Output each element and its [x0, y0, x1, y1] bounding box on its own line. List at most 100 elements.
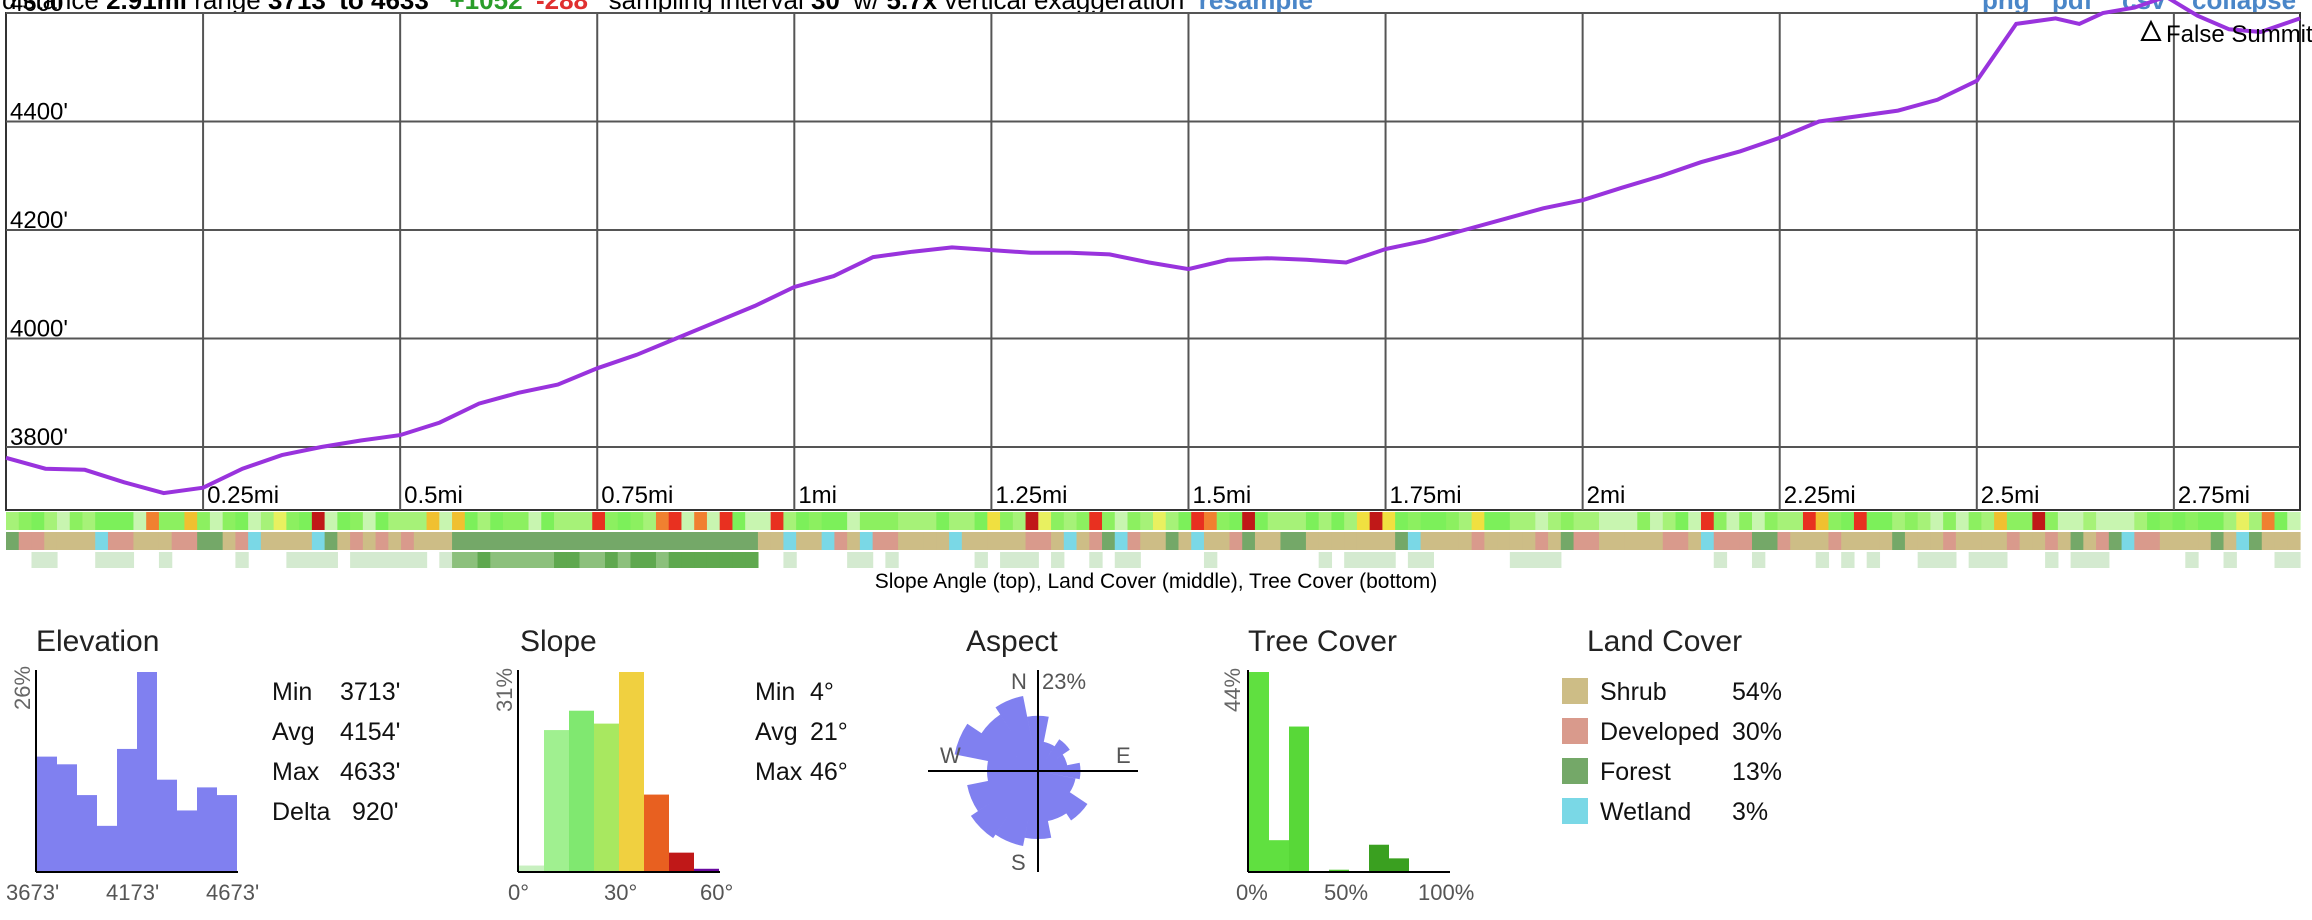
treecover-strip-cell [1012, 552, 1027, 568]
treecover-strip-cell [2274, 552, 2288, 568]
y-tick-label: 3800' [10, 424, 68, 451]
slope-strip-cell [1484, 512, 1498, 530]
slope-strip-cell [107, 512, 122, 530]
landcover-strip-cell [1420, 532, 1434, 550]
slope-strip-cell [1254, 512, 1269, 530]
slope-strip-cell [413, 512, 428, 530]
landcover-strip-cell [617, 532, 632, 550]
landcover-strip-cell [1764, 532, 1779, 550]
landcover-strip-cell [197, 532, 211, 550]
landcover-strip-cell [872, 532, 886, 550]
landcover-strip-cell [719, 532, 734, 550]
slope-strip-cell [961, 512, 976, 530]
slope-strip-cell [1828, 512, 1842, 530]
treecover-strip-cell [1089, 552, 1103, 568]
landcover-strip-cell [668, 532, 683, 550]
triangle-icon [2140, 19, 2162, 41]
slope-strip-cell [834, 512, 848, 530]
landcover-strip-cell [579, 532, 593, 550]
landcover-strip-cell [107, 532, 122, 550]
treecover-strip-cell [31, 552, 45, 568]
slope-strip-cell [1981, 512, 1995, 530]
treecover-strip-cell [1930, 552, 1944, 568]
histogram-bar [619, 672, 644, 872]
landcover-strip-cell [1904, 532, 1919, 550]
profile-strips [6, 512, 2301, 568]
strip-caption: Slope Angle (top), Land Cover (middle), … [874, 570, 1438, 593]
treecover-strip-cell [95, 552, 109, 568]
landcover-strip-cell [1484, 532, 1498, 550]
landcover-strip-cell [1930, 532, 1944, 550]
landcover-strip-cell [821, 532, 835, 550]
landcover-strip-cell [2032, 532, 2046, 550]
treecover-strip-cell [681, 552, 695, 568]
pdf-link[interactable]: pdf [2052, 0, 2092, 12]
y-tick-label: 4000' [10, 316, 68, 343]
slope-strip-cell [770, 512, 785, 530]
slope-strip-cell [2019, 512, 2033, 530]
treecover-strip-cell [1382, 552, 1396, 568]
slope-strip-cell [1305, 512, 1320, 530]
elevation-profile-chart[interactable]: 4600' 4400' 4200' 4000' 3800' 0.25mi 0.5mi 0.7… [0, 0, 2312, 600]
histogram-bar [594, 723, 619, 872]
treecover-strip-cell [2070, 552, 2084, 568]
sampling-label: sampling interval [609, 0, 804, 12]
slope-strip-cell [2159, 512, 2174, 530]
landcover-strip-cell [1535, 532, 1549, 550]
histogram-bar [694, 868, 719, 872]
shrub-label: Shrub [1600, 678, 1667, 706]
treecover-strip-cell [617, 552, 632, 568]
treecover-strip-cell [783, 552, 797, 568]
treecover-strip-cell [477, 552, 491, 568]
slope-strip-cell [1267, 512, 1282, 530]
slope-min-label: Min [755, 678, 796, 706]
landcover-strip-cell [923, 532, 937, 550]
shrub-pct: 54% [1732, 678, 1783, 706]
slope-strip-cell [923, 512, 937, 530]
landcover-strip-cell [1446, 532, 1460, 550]
slope-strip-cell [668, 512, 683, 530]
landcover-strip-cell [44, 532, 58, 550]
treecover-strip-cell [885, 552, 899, 568]
x-tick-label: 0.25mi [207, 482, 279, 509]
collapse-link[interactable]: collapse [2192, 0, 2296, 12]
treecover-strip-cell [1866, 552, 1881, 568]
slope-strip-cell [1853, 512, 1868, 530]
treecover-strip-cell [375, 552, 389, 568]
slope-strip-cell [235, 512, 249, 530]
histogram-bar [37, 756, 57, 872]
png-link[interactable]: png [1982, 0, 2030, 12]
tree-cover-title: Tree Cover [1248, 625, 1397, 658]
landcover-strip-cell [1573, 532, 1587, 550]
aspect-north-label: N [1011, 669, 1027, 694]
slope-strip-cell [2261, 512, 2276, 530]
landcover-strip-cell [1356, 532, 1371, 550]
histogram-bar [1369, 844, 1389, 872]
landcover-strip-cell [2045, 532, 2059, 550]
slope-strip-cell [222, 512, 236, 530]
slope-strip-cell [617, 512, 632, 530]
slope-strip-cell [2172, 512, 2186, 530]
elevation-line [5, 0, 2301, 496]
landcover-strip-cell [18, 532, 33, 550]
tree-cover-axis-mid: 50% [1324, 880, 1369, 905]
elevation-y-pct: 26% [10, 665, 35, 710]
treecover-strip-cell [1751, 552, 1766, 568]
landcover-strip-cell [1981, 532, 1995, 550]
slope-strip-cell [1127, 512, 1141, 530]
treecover-strip-cell [324, 552, 338, 568]
waypoint-marker[interactable]: False Summit [2140, 19, 2312, 48]
slope-strip-cell [1764, 512, 1779, 530]
slope-strip-cell [821, 512, 835, 530]
landcover-strip-cell [1203, 532, 1218, 550]
slope-strip-cell [388, 512, 402, 530]
slope-strip-cell [2057, 512, 2072, 530]
slope-strip-cell [197, 512, 211, 530]
resample-link[interactable]: resample [1199, 0, 1313, 12]
exaggeration-label: vertical exaggeration [944, 0, 1184, 12]
forest-swatch [1562, 758, 1588, 784]
slope-axis-min: 0° [508, 880, 530, 905]
landcover-strip-cell [1955, 532, 1970, 550]
slope-strip-cell [1751, 512, 1766, 530]
slope-min-value: 4° [810, 678, 834, 706]
